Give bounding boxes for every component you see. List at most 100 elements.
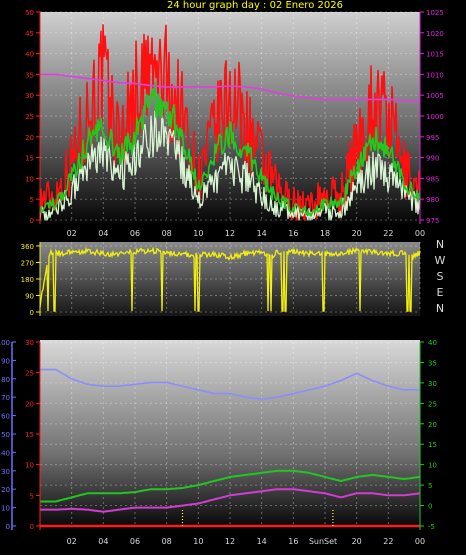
x-tick-label: 20 [352, 229, 362, 238]
panel-wind-axes: 0510152025303540455097598098599099510001… [25, 9, 444, 238]
series-wind-avg [39, 81, 421, 217]
humidity-tick-label: 90 [1, 357, 10, 365]
humidity-tick-label: 0 [6, 523, 10, 531]
temperature-tick-label: 0 [428, 503, 432, 511]
right-tick-label: 1005 [426, 92, 444, 100]
rain-tick-label: 0 [30, 523, 34, 531]
right-tick-label: 1010 [426, 71, 444, 79]
left-tick-label: 10 [25, 175, 34, 183]
x-tick-label: 12 [225, 537, 235, 546]
rain-tick-label: 15 [25, 431, 34, 439]
rain-tick-label: 10 [25, 462, 34, 470]
x-tick-label: 02 [67, 229, 77, 238]
left-tick-label: 50 [25, 9, 34, 17]
humidity-tick-label: 60 [1, 413, 10, 421]
x-tick-label: 16 [288, 229, 298, 238]
left-tick-label: 35 [25, 71, 34, 79]
left-tick-label: 25 [25, 113, 34, 121]
left-tick-label: 30 [25, 92, 34, 100]
humidity-tick-label: 40 [1, 449, 10, 457]
humidity-tick-label: 100 [0, 339, 10, 347]
x-tick-label: 10 [193, 537, 203, 546]
temperature-tick-label: 15 [428, 441, 437, 449]
series-humidity [40, 368, 420, 400]
x-tick-label: 22 [383, 537, 393, 546]
panel-temp-background [40, 340, 420, 532]
humidity-tick-label: 20 [1, 486, 10, 494]
series-temperature [40, 469, 421, 503]
compass-label-w: W [435, 254, 446, 267]
x-tick-label: 04 [98, 229, 108, 238]
x-tick-label: 08 [162, 229, 172, 238]
left-tick-label: 0 [30, 217, 34, 225]
compass-label-e: E [437, 286, 444, 299]
panel-direction-axes: 0 90 180 270 360 [21, 242, 41, 317]
compass-label-s: S [437, 270, 444, 283]
x-tick-label: 16 [288, 537, 298, 546]
temperature-tick-label: 30 [428, 380, 437, 388]
temperature-tick-label: 25 [428, 400, 437, 408]
series-wind-direction [39, 246, 421, 312]
rain-tick-label: 20 [25, 400, 34, 408]
sunset-label: SunSet [309, 537, 337, 546]
series-pressure [40, 73, 421, 102]
x-tick-label: 10 [193, 229, 203, 238]
left-tick-label: 15 [25, 155, 34, 163]
right-tick-label: 985 [426, 175, 439, 183]
right-tick-label: 1025 [426, 9, 444, 17]
humidity-tick-label: 10 [1, 505, 10, 513]
x-tick-label: 22 [383, 229, 393, 238]
x-tick-label: 18 [320, 229, 330, 238]
panel-temp-axes: 0 10 20 30 40 50 60 70 80 90 100 0 5 10 15 20 25 30 -5 0 5 10… [0, 339, 437, 546]
temperature-tick-label: 20 [428, 421, 437, 429]
compass-label-n: N [436, 302, 444, 315]
right-tick-label: 1000 [426, 113, 444, 121]
direction-tick-label: 180 [21, 276, 34, 284]
direction-tick-label: 90 [25, 293, 34, 301]
temperature-tick-label: 40 [428, 339, 437, 347]
series-wind-min [39, 110, 421, 221]
x-tick-label: 08 [162, 537, 172, 546]
humidity-tick-label: 30 [1, 468, 10, 476]
right-tick-label: 995 [426, 134, 439, 142]
direction-tick-label: 360 [21, 243, 34, 251]
direction-tick-label: 270 [21, 260, 34, 268]
right-tick-label: 1020 [426, 30, 444, 38]
left-tick-label: 45 [25, 30, 34, 38]
series-dewpoint [40, 488, 421, 513]
left-tick-label: 40 [25, 51, 34, 59]
series-wind-gust [39, 24, 421, 221]
humidity-tick-label: 70 [1, 394, 10, 402]
rain-tick-label: 25 [25, 370, 34, 378]
panel-direction-series [39, 246, 421, 312]
right-tick-label: 980 [426, 196, 439, 204]
rain-tick-label: 30 [25, 339, 34, 347]
x-tick-label: 04 [98, 537, 108, 546]
humidity-tick-label: 80 [1, 376, 10, 384]
rain-tick-label: 5 [30, 492, 34, 500]
x-tick-label: 00 [415, 229, 425, 238]
left-tick-label: 5 [30, 196, 34, 204]
temperature-tick-label: 10 [428, 462, 437, 470]
temperature-tick-label: 5 [428, 482, 432, 490]
temperature-tick-label: -5 [428, 523, 435, 531]
right-tick-label: 990 [426, 155, 439, 163]
x-tick-label: 12 [225, 229, 235, 238]
x-tick-label: 06 [130, 229, 140, 238]
x-tick-label: 14 [257, 229, 267, 238]
x-tick-label: 20 [352, 537, 362, 546]
left-tick-label: 20 [25, 134, 34, 142]
panel-wind-series [39, 24, 421, 221]
compass-label-n: N [436, 238, 444, 251]
panel-temp-series [40, 368, 421, 528]
x-tick-label: 14 [257, 537, 267, 546]
humidity-tick-label: 50 [1, 431, 10, 439]
x-tick-label: 02 [67, 537, 77, 546]
page-title: 24 hour graph day : 02 Enero 2026 [167, 0, 343, 11]
temperature-tick-label: 35 [428, 359, 437, 367]
direction-tick-label: 0 [30, 309, 34, 317]
x-tick-label: 06 [130, 537, 140, 546]
right-tick-label: 975 [426, 217, 439, 225]
